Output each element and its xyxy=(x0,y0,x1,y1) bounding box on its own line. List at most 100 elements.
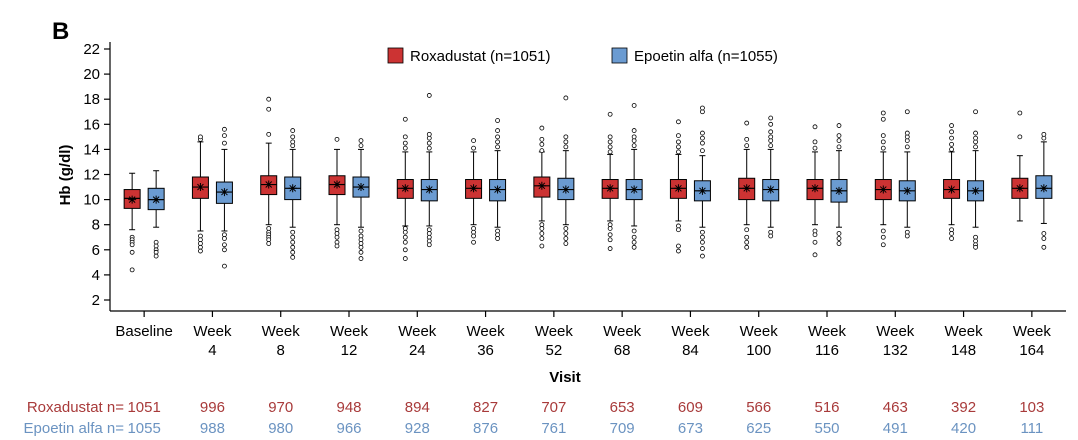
x-tick-label: Week xyxy=(671,323,710,340)
outlier-point xyxy=(676,243,681,249)
outlier-point xyxy=(700,148,705,154)
outlier-point xyxy=(700,239,705,245)
n-count: 761 xyxy=(541,420,567,437)
x-tick-label: Week xyxy=(398,323,437,340)
outlier-point xyxy=(222,263,227,269)
n-count: 707 xyxy=(541,399,567,416)
mean-marker xyxy=(152,195,161,204)
x-tick-label: Week xyxy=(467,323,506,340)
outlier-point xyxy=(607,134,613,140)
outlier-point xyxy=(266,241,272,246)
mean-marker xyxy=(288,184,297,193)
x-tick-label: Week xyxy=(603,323,642,340)
outlier-point xyxy=(700,130,705,136)
n-count: 566 xyxy=(746,399,772,416)
outlier-point xyxy=(402,134,408,140)
axes: 2 4 6 8 10 12 14 16 18 20 22 xyxy=(83,41,1066,317)
outlier-point xyxy=(904,130,910,136)
outlier-point xyxy=(402,140,408,146)
box-epoetin xyxy=(215,126,233,269)
outlier-point xyxy=(495,139,500,145)
n-row-roxadustat: Roxadustat n= 1051 996 970 948 894 827 707 653 6… xyxy=(0,399,1078,419)
outlier-point xyxy=(812,239,818,245)
box-epoetin xyxy=(1035,131,1053,250)
outlier-point xyxy=(402,256,408,261)
outlier-point xyxy=(129,242,135,248)
y-tick-label: 20 xyxy=(83,66,100,83)
x-tick-label: 8 xyxy=(277,342,285,359)
outlier-point xyxy=(949,135,954,141)
outlier-point xyxy=(744,143,750,149)
n-count: 653 xyxy=(609,399,635,416)
n-count: 111 xyxy=(1020,420,1044,437)
n-count: 609 xyxy=(677,399,703,416)
outlier-point xyxy=(563,95,569,101)
n-count: 876 xyxy=(473,420,499,437)
outlier-point xyxy=(358,138,364,144)
outlier-point xyxy=(222,126,227,132)
outlier-point xyxy=(334,243,340,249)
outlier-point xyxy=(880,116,886,122)
box-roxadustat xyxy=(396,116,414,261)
outlier-point xyxy=(1041,236,1047,241)
mean-marker xyxy=(537,181,546,190)
n-count: 966 xyxy=(336,420,362,437)
outlier-point xyxy=(744,234,750,240)
mean-marker xyxy=(425,185,434,194)
outlier-point xyxy=(222,236,227,241)
outlier-point xyxy=(402,229,408,235)
n-count: 673 xyxy=(677,420,703,437)
outlier-point xyxy=(631,128,637,133)
outlier-point xyxy=(836,236,842,241)
mean-marker xyxy=(1015,184,1024,193)
n-count: 550 xyxy=(814,420,840,437)
outlier-point xyxy=(290,239,296,245)
outlier-point xyxy=(744,120,750,126)
outlier-point xyxy=(495,128,500,133)
outlier-point xyxy=(607,149,613,155)
outlier-point xyxy=(290,244,296,250)
box-roxadustat xyxy=(738,120,756,250)
outlier-point xyxy=(290,229,296,235)
outlier-point xyxy=(290,139,296,145)
x-tick-label: 4 xyxy=(208,342,216,359)
outlier-point xyxy=(290,254,296,260)
box-epoetin xyxy=(352,138,370,261)
x-tick-label: 100 xyxy=(746,342,771,359)
mean-marker xyxy=(606,184,615,193)
outlier-point xyxy=(539,226,545,231)
n-count: 827 xyxy=(473,399,499,416)
box-roxadustat xyxy=(191,134,209,254)
y-tick-label: 18 xyxy=(83,91,100,108)
outlier-point xyxy=(266,96,272,102)
n-count: 392 xyxy=(951,399,977,416)
outlier-point xyxy=(676,133,681,138)
x-tick-label: Baseline xyxy=(115,323,173,340)
outlier-point xyxy=(607,111,613,117)
outlier-point xyxy=(631,234,637,240)
outlier-point xyxy=(607,237,613,243)
x-tick-label: Week xyxy=(808,323,847,340)
n-row-epoetin: Epoetin alfa n= 1055 988 980 966 928 876 761 70… xyxy=(0,420,1078,440)
outlier-point xyxy=(563,226,569,231)
outlier-point xyxy=(539,136,545,142)
outlier-point xyxy=(539,148,545,154)
x-tick-label: 148 xyxy=(951,342,976,359)
outlier-point xyxy=(563,241,569,246)
y-tick-label: 22 xyxy=(83,41,100,58)
box-epoetin xyxy=(693,105,711,259)
outlier-point xyxy=(539,243,545,249)
mean-marker xyxy=(971,186,980,195)
outlier-point xyxy=(836,123,842,128)
n-count: 491 xyxy=(882,420,908,437)
mean-marker xyxy=(811,184,819,193)
outlier-point xyxy=(1041,131,1047,137)
n-count: 1055 xyxy=(127,420,161,437)
outlier-point xyxy=(222,140,227,146)
outlier-point xyxy=(768,233,774,239)
n-count: 625 xyxy=(746,420,772,437)
y-axis-label: Hb (g/dl) xyxy=(57,145,74,206)
x-tick-label: Week xyxy=(740,323,779,340)
x-tick-label: 24 xyxy=(409,342,426,359)
outlier-point xyxy=(1017,110,1023,116)
